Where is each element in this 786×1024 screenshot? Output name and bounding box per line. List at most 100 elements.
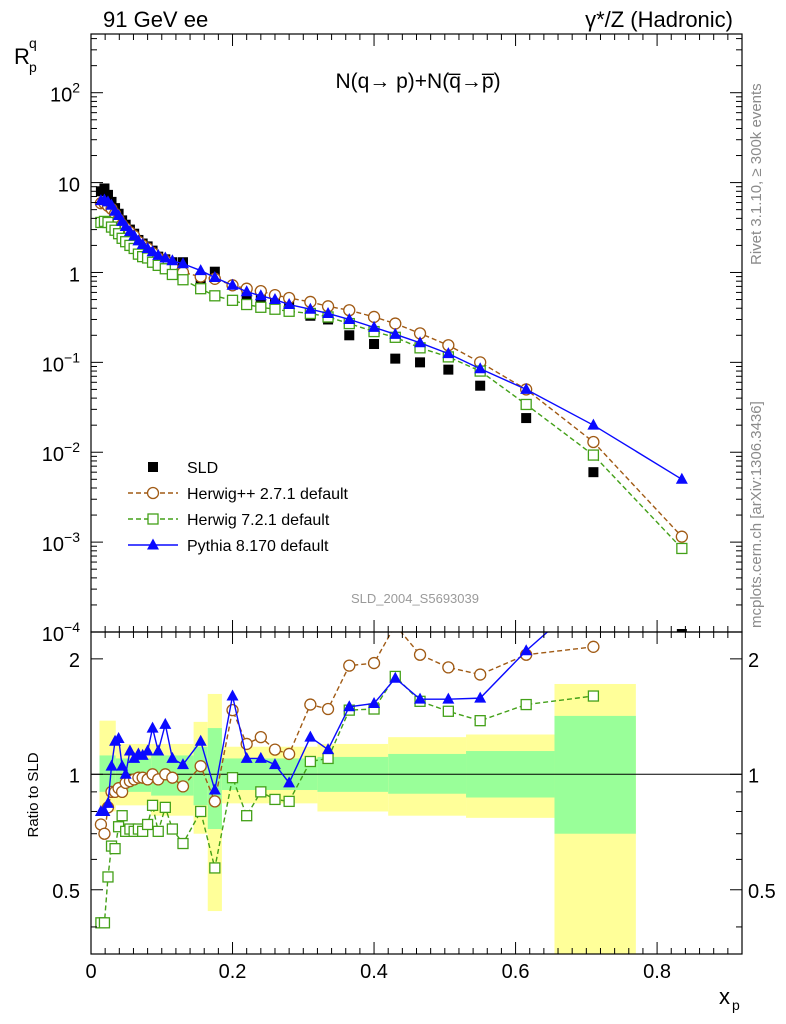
svg-text:R: R — [14, 44, 30, 69]
main-point-3-18 — [194, 264, 207, 276]
main-point-0-27 — [344, 330, 355, 341]
ratio-point-2-20 — [226, 689, 239, 701]
ratio-point-1-33 — [520, 698, 532, 711]
main-series-pythia-8-170-default — [94, 193, 688, 484]
ratio-point-1-19 — [209, 862, 221, 874]
main-point-3-34 — [587, 418, 600, 430]
main-point-2-23 — [269, 303, 281, 315]
main-point-0-2 — [102, 189, 113, 200]
main-point-3-29 — [389, 327, 402, 339]
main-point-0-35 — [676, 629, 687, 632]
ratio-point-2-18 — [194, 734, 207, 746]
xtick-label: 0 — [85, 961, 96, 983]
ratio-point-2-1 — [98, 804, 111, 816]
ratio-series-pythia-8-170-default — [94, 632, 549, 816]
ratio-point-0-32 — [474, 668, 487, 681]
main-point-3-33 — [520, 382, 533, 394]
ratio-point-0-24 — [282, 747, 296, 761]
ratio-point-0-25 — [304, 698, 317, 711]
ratio-point-2-6 — [116, 759, 129, 771]
ratio-point-1-12 — [141, 818, 154, 831]
ratio-ytick-label: 1 — [69, 765, 80, 787]
main-ytick-label: 10−3 — [42, 529, 80, 556]
legend-entry: SLD — [148, 460, 218, 477]
ratio-point-2-24 — [283, 776, 296, 788]
ratio-point-2-29 — [389, 671, 402, 683]
main-y-axis-label: R q p — [14, 35, 37, 75]
ratio-point-2-22 — [254, 751, 267, 763]
main-point-3-13 — [146, 245, 159, 257]
ratio-point-1-16 — [166, 823, 179, 835]
main-series-sld — [95, 183, 687, 632]
main-point-1-28 — [367, 310, 381, 324]
main-point-3-20 — [226, 278, 239, 290]
x-axis-label: x p — [719, 984, 740, 1013]
ratio-ytick-label: 0.5 — [52, 881, 80, 903]
main-point-2-16 — [166, 268, 179, 281]
ratio-point-1-2 — [102, 871, 114, 883]
svg-text:x: x — [719, 984, 730, 1009]
main-point-0-32 — [475, 380, 486, 391]
main-point-2-20 — [226, 294, 239, 306]
ratio-point-1-21 — [241, 810, 253, 822]
legend-entry: Herwig++ 2.7.1 default — [128, 486, 349, 503]
ratio-point-0-17 — [176, 780, 190, 793]
xtick-label: 0.4 — [360, 961, 388, 983]
ratio-point-1-23 — [269, 793, 281, 806]
main-point-3-32 — [474, 362, 487, 374]
main-point-0-30 — [415, 357, 426, 368]
main-ytick-label: 10−2 — [42, 439, 80, 466]
ratio-point-1-13 — [146, 799, 159, 811]
ratio-point-2-25 — [304, 730, 317, 742]
ratio-point-1-15 — [159, 801, 171, 814]
main-point-2-22 — [255, 301, 267, 313]
main-point-2-18 — [195, 283, 207, 295]
main-point-3-28 — [368, 320, 381, 332]
ratio-point-2-33 — [520, 644, 533, 656]
ratio-point-0-23 — [268, 743, 282, 756]
legend: SLD Herwig++ 2.7.1 default Herwig 7.2.1 de… — [128, 460, 349, 555]
main-point-3-15 — [159, 251, 172, 263]
ratio-point-0-22 — [254, 730, 267, 744]
main-point-3-22 — [254, 289, 267, 301]
svg-text:q: q — [29, 35, 37, 51]
ratio-point-2-23 — [268, 758, 281, 770]
x-axis: 0 0.2 0.4 0.6 0.8 — [85, 34, 729, 983]
ratio-uncertainty-bands — [99, 683, 636, 954]
ratio-point-2-27 — [343, 700, 356, 712]
legend-label: Pythia 8.170 default — [187, 538, 329, 555]
ratio-point-1-26 — [322, 752, 334, 765]
ratio-point-0-16 — [166, 771, 179, 784]
svg-text:p: p — [29, 59, 37, 75]
header-left-label: 91 GeV ee — [103, 7, 208, 32]
main-point-0-33 — [521, 413, 532, 424]
ratio-point-1-4 — [109, 842, 121, 855]
ratio-point-2-32 — [474, 691, 487, 703]
main-point-2-35 — [676, 542, 688, 555]
ratio-point-2-21 — [240, 751, 253, 763]
ratio-ytick-label-right: 1 — [748, 765, 759, 787]
ratio-point-1-20 — [226, 772, 239, 784]
ratio-point-1-18 — [195, 805, 207, 818]
ratio-y-axis-label: Ratio to SLD — [25, 752, 42, 837]
ratio-point-2-8 — [123, 744, 136, 756]
ratio-point-0-27 — [343, 659, 356, 672]
main-point-2-33 — [520, 398, 532, 411]
main-point-3-23 — [268, 293, 281, 305]
legend-marker — [148, 462, 158, 472]
ratio-point-2-19 — [208, 783, 221, 795]
main-point-3-27 — [343, 312, 356, 324]
main-point-3-35 — [675, 472, 688, 484]
ratio-point-2-14 — [152, 744, 165, 756]
ratio-point-2-5 — [112, 731, 125, 743]
main-point-0-1 — [99, 183, 110, 194]
svg-text:p: p — [732, 997, 740, 1013]
main-ytick-label: 10−4 — [42, 619, 80, 646]
legend-label: Herwig++ 2.7.1 default — [187, 486, 349, 503]
ratio-point-1-22 — [255, 786, 267, 798]
legend-entry: Pythia 8.170 default — [128, 538, 329, 555]
ratio-series-herwig-2-7-1-default — [94, 632, 600, 840]
main-point-1-29 — [389, 317, 402, 330]
main-point-1-34 — [587, 435, 600, 449]
